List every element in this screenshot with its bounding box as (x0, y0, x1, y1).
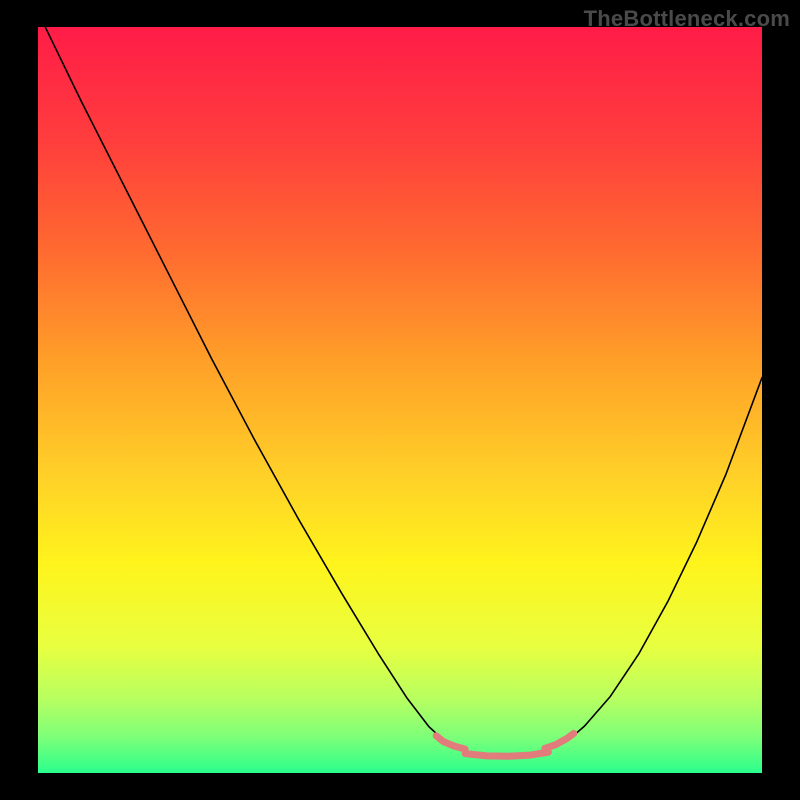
chart-background (38, 27, 762, 773)
highlight-segment-1 (465, 752, 548, 756)
watermark-text: TheBottleneck.com (584, 6, 790, 32)
chart-svg (38, 27, 762, 773)
chart-plot-area (38, 27, 762, 773)
